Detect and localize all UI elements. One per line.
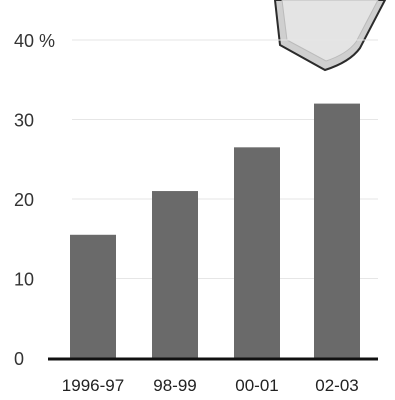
x-tick-label: 02-03 [315, 376, 358, 395]
y-tick-label: 40 % [14, 31, 55, 51]
bar-98-99 [152, 191, 198, 358]
bar-1996-97 [70, 234, 116, 358]
y-tick-label: 20 [14, 190, 34, 210]
x-tick-label: 1996-97 [62, 376, 124, 395]
bar-02-03 [314, 103, 360, 358]
bar-00-01 [234, 147, 280, 358]
bars [70, 103, 360, 358]
x-tick-label: 98-99 [153, 376, 196, 395]
y-tick-label: 10 [14, 270, 34, 290]
x-tick-label: 00-01 [235, 376, 278, 395]
y-tick-labels: 0 10 20 30 40 % [14, 31, 55, 369]
y-tick-label: 30 [14, 111, 34, 131]
x-tick-labels: 1996-97 98-99 00-01 02-03 [62, 376, 359, 395]
decorative-badge [273, 0, 387, 72]
y-tick-label: 0 [14, 349, 24, 369]
